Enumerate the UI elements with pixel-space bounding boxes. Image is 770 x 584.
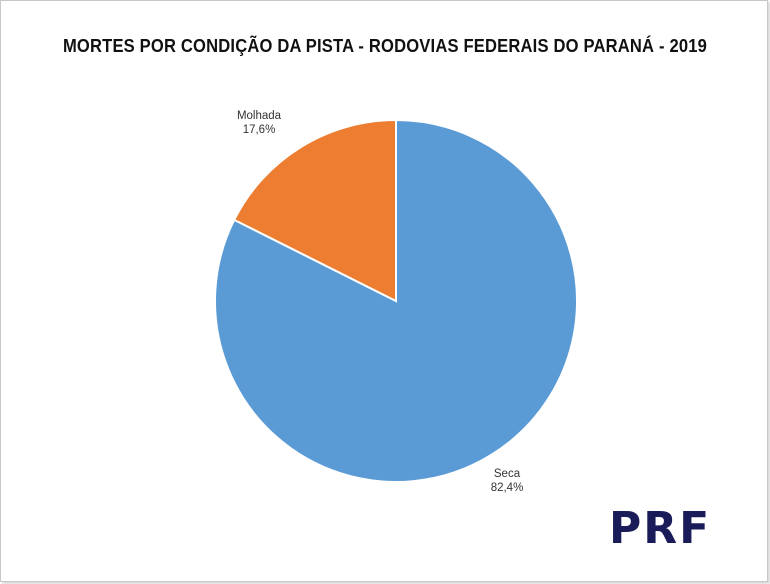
pie-slice-molhada	[232, 118, 397, 303]
slice-label-molhada: Molhada	[237, 110, 282, 122]
slice-value-molhada: 17,6%	[243, 124, 276, 136]
chart-title: MORTES POR CONDIÇÃO DA PISTA - RODOVIAS …	[62, 36, 708, 56]
pie-labels: Seca 82,4% Molhada 17,6%	[237, 110, 523, 494]
slice-label-seca: Seca	[494, 468, 521, 480]
prf-logo: PRF	[609, 503, 712, 554]
slice-value-seca: 82,4%	[491, 482, 524, 494]
pie-slices	[214, 118, 578, 483]
